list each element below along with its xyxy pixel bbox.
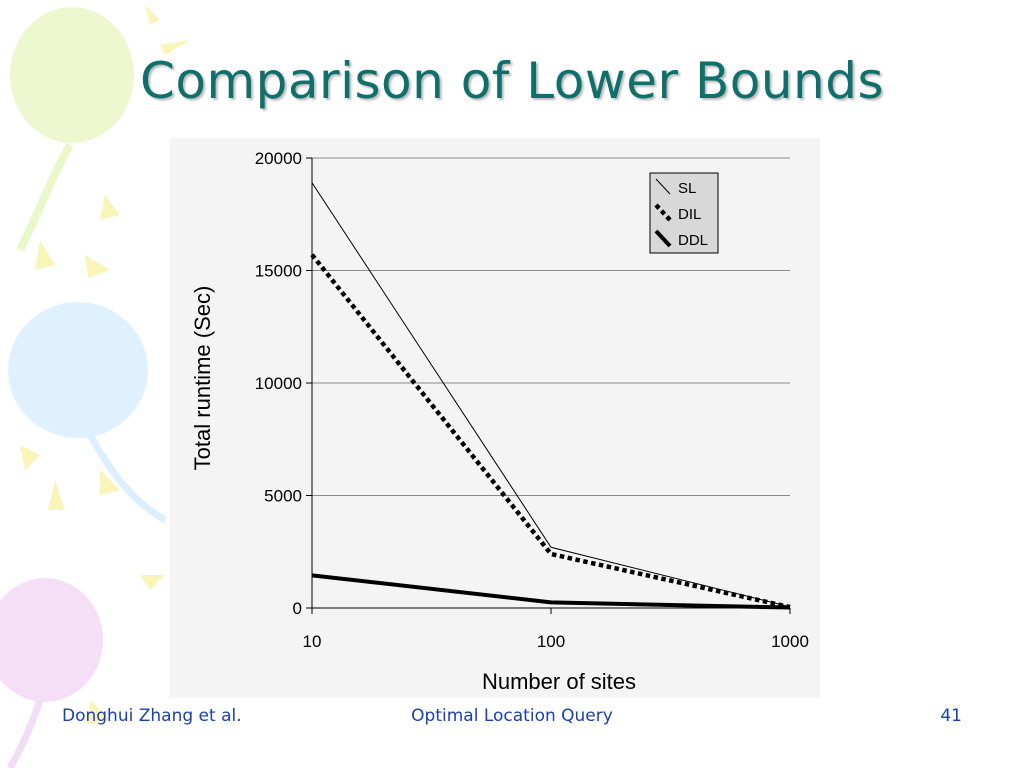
y-tick-label: 20000 <box>255 149 302 168</box>
legend-label-ddl: DDL <box>678 232 708 249</box>
legend-swatch-ddl <box>654 229 672 248</box>
legend-swatch-sl <box>655 178 671 195</box>
y-tick-label: 0 <box>293 599 302 618</box>
x-tick-label: 1000 <box>771 632 809 651</box>
series-line-ddl <box>311 573 791 610</box>
balloon-blue-icon <box>8 302 148 438</box>
balloon-green-icon <box>10 7 134 143</box>
slide-title: Comparison of Lower Bounds <box>139 52 885 110</box>
x-tick-label: 100 <box>537 632 565 651</box>
y-axis-label: Total runtime (Sec) <box>190 286 215 471</box>
x-axis-label: Number of sites <box>482 669 636 694</box>
balloon-violet-icon <box>0 578 103 702</box>
y-tick-label: 15000 <box>255 262 302 281</box>
sparkle-rays-icon <box>20 5 190 725</box>
y-tick-label: 10000 <box>255 374 302 393</box>
legend-swatch-dil <box>654 203 672 222</box>
footer-page-number: 41 <box>940 706 962 726</box>
footer-author: Donghui Zhang et al. <box>62 706 242 726</box>
x-tick-label: 10 <box>303 632 322 651</box>
footer-talk-title: Optimal Location Query <box>411 706 613 726</box>
balloon-string-icon <box>16 143 74 252</box>
legend-label-dil: DIL <box>678 206 701 223</box>
legend-label-sl: SL <box>678 180 696 197</box>
y-tick-label: 5000 <box>264 487 302 506</box>
series-line-sl <box>311 182 791 608</box>
runtime-line-chart: 0 5000 10000 15000 20000 10 100 1000 Number of s… <box>190 149 809 694</box>
chart-area: 0 5000 10000 15000 20000 10 100 1000 Number of s… <box>170 138 820 698</box>
series-line-dil <box>310 253 791 610</box>
balloon-string-icon <box>86 433 167 524</box>
balloon-string-icon <box>6 698 44 768</box>
